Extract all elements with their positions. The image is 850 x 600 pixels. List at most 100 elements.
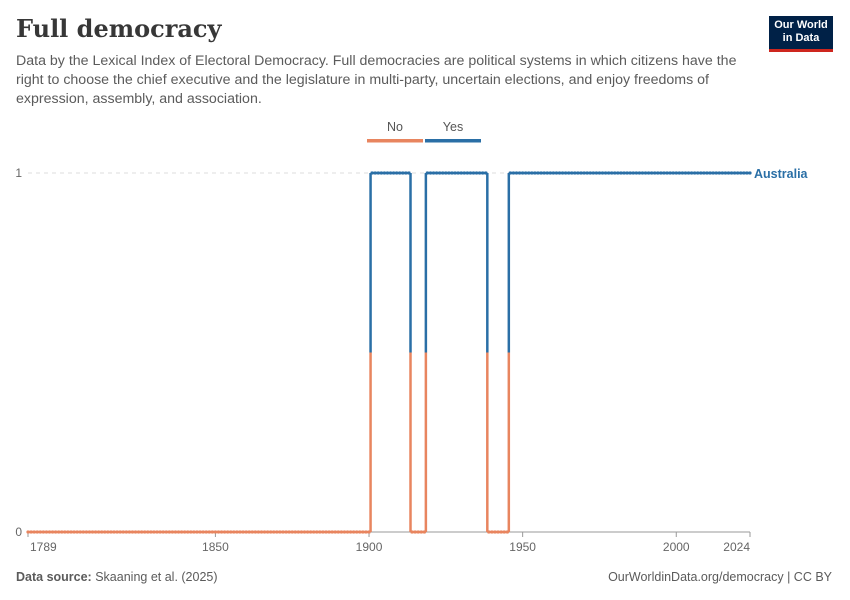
- data-point: [213, 530, 218, 534]
- data-point: [198, 530, 202, 534]
- y-tick-label: 0: [15, 525, 22, 539]
- logo-line-1: Our World: [774, 19, 828, 31]
- data-point: [631, 171, 635, 175]
- data-point: [124, 530, 128, 534]
- data-point: [604, 171, 608, 175]
- data-point: [607, 171, 611, 175]
- data-point: [524, 171, 528, 175]
- data-point: [38, 530, 42, 534]
- data-point: [720, 171, 724, 175]
- data-point: [223, 530, 227, 534]
- data-point: [530, 171, 534, 175]
- x-tick-label: 2000: [663, 540, 690, 554]
- data-point: [582, 171, 586, 175]
- data-point: [453, 171, 457, 175]
- data-point: [121, 530, 125, 534]
- data-point: [711, 171, 715, 175]
- data-point: [410, 530, 414, 534]
- data-point: [717, 171, 721, 175]
- data-point: [29, 530, 33, 534]
- data-point: [431, 171, 436, 175]
- data-point: [256, 530, 261, 534]
- data-point: [745, 171, 749, 175]
- data-point: [699, 171, 703, 175]
- data-point: [610, 171, 614, 175]
- data-point: [272, 530, 276, 534]
- data-point: [315, 530, 319, 534]
- data-point: [321, 530, 325, 534]
- data-point: [327, 530, 331, 534]
- data-point: [413, 530, 417, 534]
- data-point: [309, 530, 313, 534]
- data-point: [542, 171, 546, 175]
- data-point: [127, 530, 131, 534]
- data-point: [164, 530, 168, 534]
- data-point: [680, 171, 685, 175]
- data-point: [570, 171, 574, 175]
- data-point: [173, 530, 178, 534]
- legend-label-yes: Yes: [443, 120, 463, 134]
- data-point: [235, 530, 239, 534]
- data-point: [748, 171, 752, 175]
- data-point: [232, 530, 236, 534]
- chart-svg: 0 1 1789 1850 1900 1950 2000 2024 No Yes Australia: [15, 120, 808, 554]
- data-point: [75, 530, 79, 534]
- data-point: [60, 530, 64, 534]
- data-point: [170, 530, 174, 534]
- data-point: [339, 530, 343, 534]
- data-point: [66, 530, 70, 534]
- data-point: [647, 171, 651, 175]
- data-point: [358, 530, 362, 534]
- data-point: [729, 171, 734, 175]
- data-point: [143, 530, 147, 534]
- data-point: [481, 171, 485, 175]
- data-point: [333, 530, 337, 534]
- data-point: [161, 530, 165, 534]
- data-point: [665, 171, 669, 175]
- data-source-text[interactable]: Skaaning et al. (2025): [95, 570, 218, 584]
- data-point: [560, 171, 565, 175]
- data-point: [318, 530, 322, 534]
- data-point: [355, 530, 359, 534]
- data-point: [650, 171, 654, 175]
- chart-title: Full democracy: [16, 14, 222, 43]
- data-point: [600, 171, 605, 175]
- data-point: [90, 530, 95, 534]
- data-point: [690, 171, 694, 175]
- data-point: [425, 171, 430, 175]
- legend-bar-yes: [425, 139, 481, 143]
- data-point: [490, 530, 494, 534]
- data-point: [312, 530, 316, 534]
- data-point: [514, 171, 519, 175]
- data-point: [195, 530, 199, 534]
- x-tick-label: 1850: [202, 540, 229, 554]
- data-point: [714, 171, 718, 175]
- data-point: [499, 530, 503, 534]
- data-point: [585, 171, 589, 175]
- data-point: [106, 530, 110, 534]
- data-point: [84, 530, 88, 534]
- data-point: [576, 171, 580, 175]
- data-point: [640, 171, 645, 175]
- owid-logo[interactable]: Our World in Data: [769, 16, 833, 52]
- data-point: [302, 530, 307, 534]
- data-point: [296, 530, 300, 534]
- data-point: [511, 171, 516, 175]
- data-point: [450, 171, 454, 175]
- data-point: [557, 171, 562, 175]
- data-point: [130, 530, 135, 534]
- data-point: [594, 171, 598, 175]
- data-point: [662, 171, 666, 175]
- x-tick-label: 1900: [356, 540, 383, 554]
- data-point: [613, 171, 617, 175]
- legend-label-no: No: [387, 120, 403, 134]
- data-point: [57, 530, 61, 534]
- data-point: [677, 171, 681, 175]
- footer-url[interactable]: OurWorldinData.org/democracy | CC BY: [608, 570, 832, 584]
- data-point: [183, 530, 187, 534]
- data-point: [345, 530, 350, 534]
- data-point: [241, 530, 245, 534]
- data-point: [330, 530, 334, 534]
- data-point: [186, 530, 190, 534]
- data-point: [226, 530, 230, 534]
